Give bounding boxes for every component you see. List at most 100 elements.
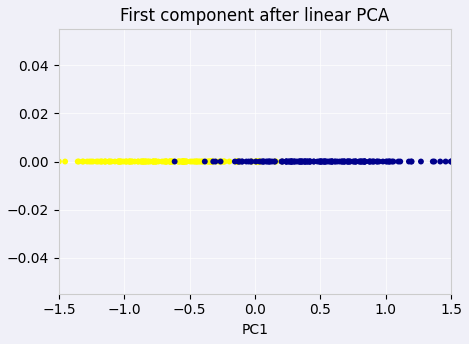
Point: [142, 159, 150, 164]
Point: [151, 159, 159, 164]
Point: [126, 159, 134, 164]
Point: [182, 159, 189, 164]
Point: [181, 159, 189, 164]
Point: [326, 159, 333, 164]
Point: [163, 159, 171, 164]
Point: [234, 159, 242, 164]
Point: [304, 159, 311, 164]
Point: [150, 159, 157, 164]
Point: [170, 159, 178, 164]
Point: [144, 159, 152, 164]
Point: [288, 159, 295, 164]
Point: [258, 159, 265, 164]
Point: [167, 159, 175, 164]
X-axis label: PC1: PC1: [242, 323, 268, 337]
Point: [356, 159, 364, 164]
Point: [106, 159, 114, 164]
Point: [187, 159, 194, 164]
Point: [115, 159, 123, 164]
Point: [340, 159, 348, 164]
Point: [374, 159, 381, 164]
Point: [346, 159, 354, 164]
Point: [271, 159, 279, 164]
Point: [167, 159, 174, 164]
Point: [431, 159, 438, 164]
Point: [131, 159, 138, 164]
Point: [192, 159, 200, 164]
Point: [345, 159, 353, 164]
Point: [306, 159, 313, 164]
Point: [285, 159, 293, 164]
Point: [396, 159, 404, 164]
Point: [125, 159, 133, 164]
Point: [321, 159, 328, 164]
Point: [190, 159, 198, 164]
Point: [303, 159, 310, 164]
Point: [252, 159, 260, 164]
Point: [221, 159, 228, 164]
Point: [298, 159, 305, 164]
Point: [429, 159, 437, 164]
Title: First component after linear PCA: First component after linear PCA: [121, 7, 390, 25]
Point: [366, 159, 373, 164]
Point: [336, 159, 343, 164]
Point: [175, 159, 182, 164]
Point: [282, 159, 290, 164]
Point: [287, 159, 294, 164]
Point: [138, 159, 145, 164]
Point: [111, 159, 119, 164]
Point: [298, 159, 306, 164]
Point: [200, 159, 207, 164]
Point: [189, 159, 196, 164]
Point: [205, 159, 213, 164]
Point: [80, 159, 87, 164]
Point: [143, 159, 150, 164]
Point: [307, 159, 314, 164]
Point: [316, 159, 323, 164]
Point: [266, 159, 273, 164]
Point: [306, 159, 314, 164]
Point: [168, 159, 176, 164]
Point: [331, 159, 339, 164]
Point: [180, 159, 187, 164]
Point: [388, 159, 396, 164]
Point: [140, 159, 147, 164]
Point: [316, 159, 323, 164]
Point: [180, 159, 188, 164]
Point: [356, 159, 364, 164]
Point: [61, 159, 69, 164]
Point: [319, 159, 327, 164]
Point: [150, 159, 157, 164]
Point: [301, 159, 308, 164]
Point: [310, 159, 318, 164]
Point: [205, 159, 212, 164]
Point: [89, 159, 97, 164]
Point: [210, 159, 217, 164]
Point: [299, 159, 307, 164]
Point: [178, 159, 186, 164]
Point: [271, 159, 278, 164]
Point: [94, 159, 102, 164]
Point: [252, 159, 260, 164]
Point: [265, 159, 272, 164]
Point: [332, 159, 339, 164]
Point: [105, 159, 113, 164]
Point: [333, 159, 341, 164]
Point: [180, 159, 187, 164]
Point: [75, 159, 83, 164]
Point: [256, 159, 264, 164]
Point: [328, 159, 336, 164]
Point: [180, 159, 187, 164]
Point: [171, 159, 178, 164]
Point: [203, 159, 210, 164]
Point: [283, 159, 291, 164]
Point: [370, 159, 378, 164]
Point: [340, 159, 348, 164]
Point: [134, 159, 142, 164]
Point: [138, 159, 146, 164]
Point: [328, 159, 335, 164]
Point: [196, 159, 204, 164]
Point: [79, 159, 86, 164]
Point: [350, 159, 358, 164]
Point: [375, 159, 383, 164]
